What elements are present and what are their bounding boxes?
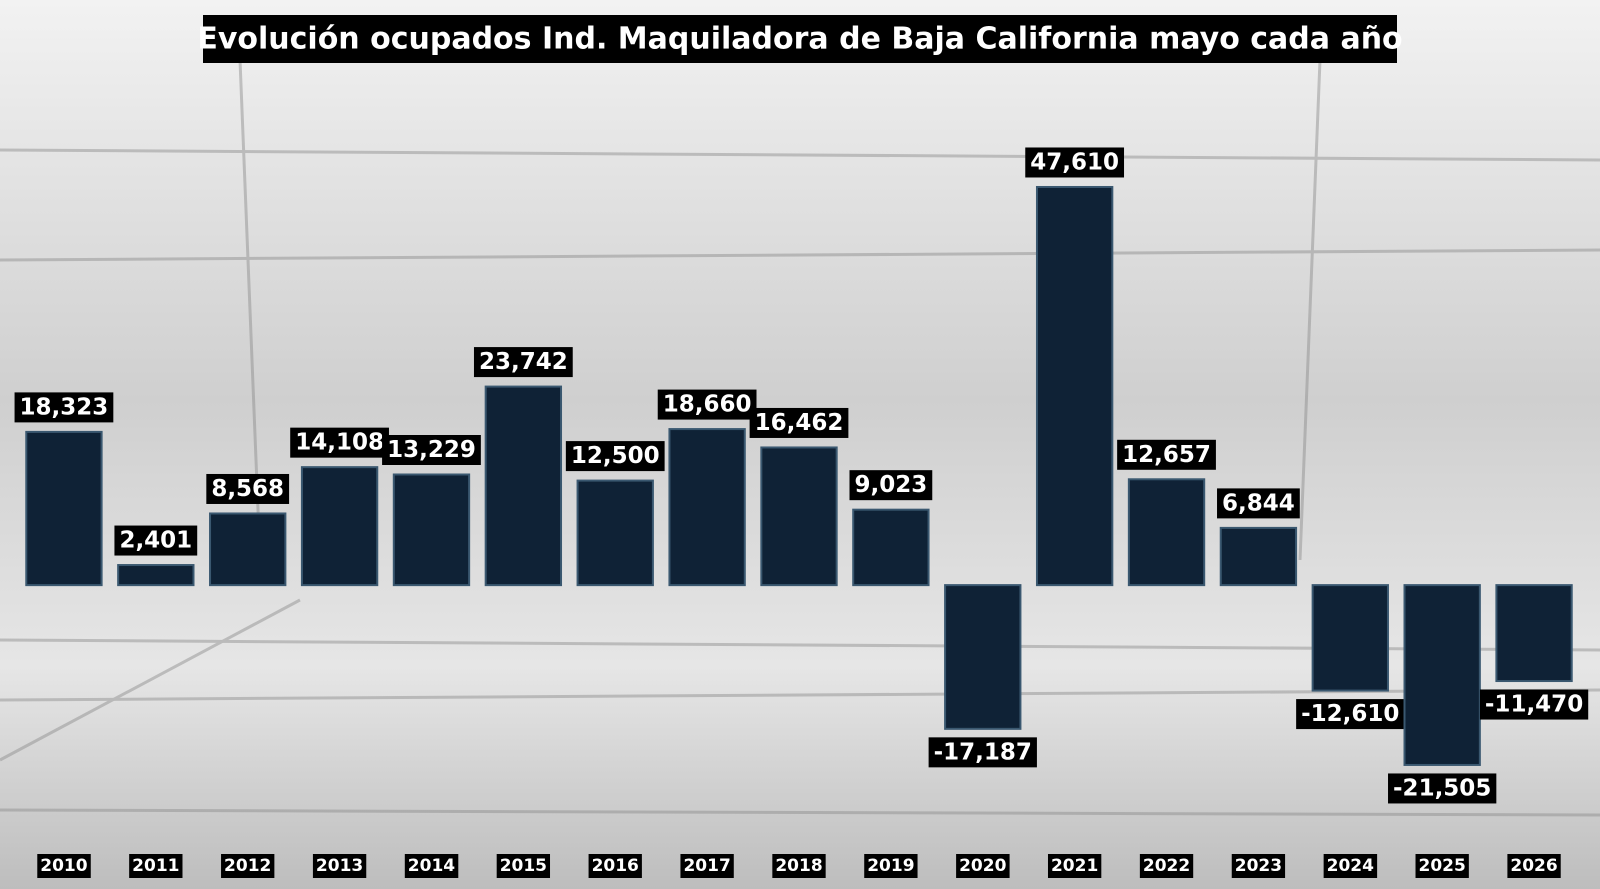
data-label-box <box>849 470 933 501</box>
data-label: -21,505 <box>1393 775 1491 801</box>
chart-title: Evolución ocupados Ind. Maquiladora de B… <box>197 22 1402 57</box>
x-tick-label-box <box>221 854 275 878</box>
data-label: 47,610 <box>1030 149 1119 175</box>
bar <box>209 512 287 587</box>
data-label-box <box>657 389 757 420</box>
data-label-box <box>928 737 1037 768</box>
data-label-box <box>565 441 665 472</box>
x-tick-label: 2019 <box>867 856 914 876</box>
data-label-box <box>1296 699 1405 730</box>
x-tick-label: 2010 <box>40 856 87 876</box>
data-label: 18,660 <box>663 392 752 418</box>
x-tick-label-box <box>956 854 1010 878</box>
x-tick-label: 2026 <box>1510 856 1557 876</box>
data-label-box <box>114 525 198 556</box>
data-label-box <box>1117 439 1216 470</box>
data-label: 8,568 <box>211 476 284 502</box>
data-label: 9,023 <box>854 472 927 498</box>
bar <box>1035 185 1114 587</box>
data-label-box <box>1479 689 1589 720</box>
title-box <box>203 15 1397 63</box>
x-tick-label: 2025 <box>1419 856 1466 876</box>
bar <box>300 466 379 587</box>
bar <box>117 564 195 587</box>
data-label: 23,742 <box>479 349 568 375</box>
x-tick-label-box <box>680 854 734 878</box>
x-tick-label-box <box>312 854 367 878</box>
data-label: 2,401 <box>119 528 192 554</box>
data-label-box <box>206 473 290 504</box>
background-sketch <box>0 59 1600 817</box>
x-tick-label: 2012 <box>224 856 271 876</box>
bar <box>1495 584 1573 683</box>
x-tick-label-box <box>588 854 642 878</box>
data-label: 14,108 <box>295 430 384 456</box>
x-tick-label: 2020 <box>959 856 1006 876</box>
x-tick-label: 2013 <box>316 856 363 876</box>
x-tick-label-box <box>129 854 183 878</box>
data-label: 12,500 <box>571 443 660 469</box>
x-tick-label-box <box>496 854 551 878</box>
bar <box>1219 526 1298 587</box>
data-label: 13,229 <box>387 437 476 463</box>
x-tick-label-box <box>864 854 918 878</box>
data-label: -11,470 <box>1485 692 1583 718</box>
x-tick-label: 2015 <box>500 856 547 876</box>
data-label-box <box>290 427 389 458</box>
data-label: -12,610 <box>1301 701 1399 727</box>
x-tick-label: 2024 <box>1327 856 1374 876</box>
x-tick-label: 2021 <box>1051 856 1098 876</box>
bar <box>25 430 103 587</box>
data-label-box <box>473 347 573 378</box>
bar <box>760 446 838 587</box>
x-tick-label-box <box>404 854 459 878</box>
x-tick-label: 2023 <box>1235 856 1282 876</box>
bar <box>852 508 930 587</box>
bar <box>944 584 1022 730</box>
x-tick-label-box <box>1047 854 1102 878</box>
bar <box>668 428 746 587</box>
x-tick-label-box <box>772 854 826 878</box>
bar <box>1403 584 1481 766</box>
x-tick-label-box <box>1139 854 1194 878</box>
data-label: -17,187 <box>934 739 1032 765</box>
x-tick-label-box <box>37 854 91 878</box>
data-label-box <box>1025 147 1125 178</box>
x-tick-label: 2017 <box>683 856 730 876</box>
data-label-box <box>1217 488 1300 519</box>
x-tick-label-box <box>1323 854 1378 878</box>
data-label: 6,844 <box>1222 490 1295 516</box>
data-label: 12,657 <box>1122 442 1211 468</box>
data-label-box <box>1388 773 1497 804</box>
bar <box>392 473 471 587</box>
x-tick-label: 2011 <box>132 856 179 876</box>
data-label: 18,323 <box>20 394 109 420</box>
x-tick-label-box <box>1507 854 1561 878</box>
x-tick-label-box <box>1231 854 1286 878</box>
data-label: 16,462 <box>755 410 844 436</box>
x-tick-label: 2018 <box>775 856 822 876</box>
bar <box>576 479 654 587</box>
data-label-box <box>749 407 849 438</box>
data-label-box <box>382 434 481 465</box>
x-tick-label-box <box>1415 854 1469 878</box>
x-tick-label: 2014 <box>408 856 455 876</box>
data-label-box <box>14 392 114 423</box>
bar <box>1127 478 1206 587</box>
bar <box>1311 584 1389 692</box>
bar <box>484 385 563 587</box>
x-tick-label: 2022 <box>1143 856 1190 876</box>
x-tick-label: 2016 <box>592 856 639 876</box>
